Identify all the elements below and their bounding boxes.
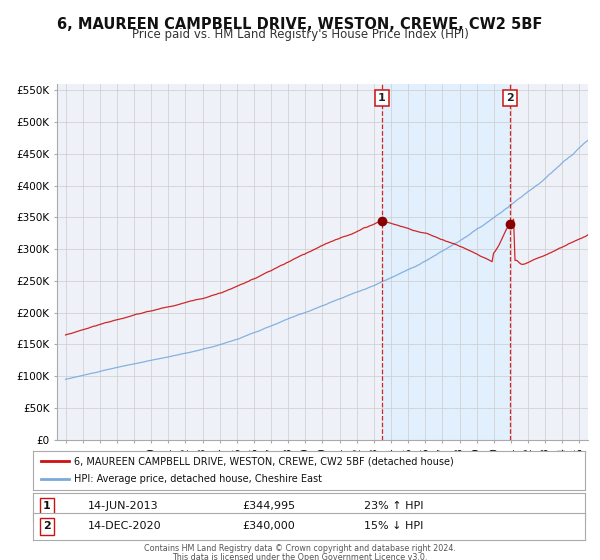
Text: 1: 1 [43, 501, 50, 511]
Text: 23% ↑ HPI: 23% ↑ HPI [364, 501, 424, 511]
Text: £344,995: £344,995 [243, 501, 296, 511]
Text: 6, MAUREEN CAMPBELL DRIVE, WESTON, CREWE, CW2 5BF (detached house): 6, MAUREEN CAMPBELL DRIVE, WESTON, CREWE… [74, 456, 454, 466]
Text: Contains HM Land Registry data © Crown copyright and database right 2024.: Contains HM Land Registry data © Crown c… [144, 544, 456, 553]
Text: 1: 1 [378, 93, 385, 103]
Text: Price paid vs. HM Land Registry's House Price Index (HPI): Price paid vs. HM Land Registry's House … [131, 28, 469, 41]
Text: £340,000: £340,000 [243, 521, 296, 531]
Text: 15% ↓ HPI: 15% ↓ HPI [364, 521, 424, 531]
Bar [382, 84, 510, 440]
Text: 2: 2 [43, 521, 50, 531]
Text: 6, MAUREEN CAMPBELL DRIVE, WESTON, CREWE, CW2 5BF: 6, MAUREEN CAMPBELL DRIVE, WESTON, CREWE… [58, 17, 542, 32]
Text: 14-DEC-2020: 14-DEC-2020 [88, 521, 162, 531]
Text: This data is licensed under the Open Government Licence v3.0.: This data is licensed under the Open Gov… [172, 553, 428, 560]
Text: 2: 2 [506, 93, 514, 103]
Text: 14-JUN-2013: 14-JUN-2013 [88, 501, 159, 511]
Text: HPI: Average price, detached house, Cheshire East: HPI: Average price, detached house, Ches… [74, 474, 322, 484]
